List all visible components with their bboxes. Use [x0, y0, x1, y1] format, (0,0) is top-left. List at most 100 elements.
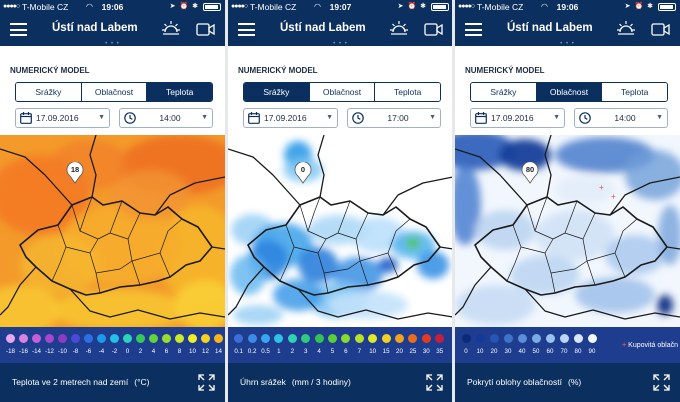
location-marker[interactable]: 18 — [66, 162, 84, 184]
hamburger-menu-icon[interactable] — [465, 23, 482, 36]
tab-srazky[interactable]: Srážky — [244, 83, 309, 101]
location-title[interactable]: Ústí nad Labem — [280, 22, 366, 34]
time-value: 17:00 — [387, 113, 409, 123]
clock-icon — [579, 112, 591, 124]
status-bar: ●●●●○ T-Mobile CZ ◠ 19:06 ➤ ⏰ ✱ — [0, 0, 225, 14]
fullscreen-icon[interactable] — [426, 374, 443, 391]
sun-weather-icon[interactable] — [390, 20, 408, 38]
section-title: NUMERICKÝ MODEL — [465, 66, 545, 75]
signal-icon: ●●●●○ — [458, 3, 475, 10]
map-field — [230, 141, 449, 325]
legend-value: 50 — [532, 348, 540, 355]
legend-value: 5 — [330, 348, 335, 355]
status-time: 19:06 — [556, 2, 579, 12]
calendar-icon — [20, 112, 32, 124]
hamburger-menu-icon[interactable] — [238, 23, 255, 36]
time-select[interactable]: 14:00 ▼ — [574, 108, 668, 128]
date-select[interactable]: 17.09.2016 ▼ — [15, 108, 110, 128]
legend-value: -2 — [111, 348, 118, 355]
page-dots-icon: • • • — [333, 41, 348, 47]
location-marker[interactable]: 80 — [521, 162, 539, 184]
legend-swatch — [123, 334, 132, 343]
forecast-map[interactable]: 0 — [228, 135, 453, 327]
video-camera-icon[interactable] — [651, 23, 670, 36]
legend-swatch — [201, 334, 210, 343]
legend-swatch — [149, 334, 158, 343]
tab-srazky[interactable]: Srážky — [471, 83, 536, 101]
location-title[interactable]: Ústí nad Labem — [52, 22, 138, 34]
date-select[interactable]: 17.09.2016 ▼ — [470, 108, 565, 128]
video-camera-icon[interactable] — [424, 23, 443, 36]
legend-swatch — [19, 334, 28, 343]
status-bar: ●●●●○ T-Mobile CZ ◠ 19:07 ➤ ⏰ ✱ — [228, 0, 453, 14]
model-tabs: Srážky Oblačnost Teplota — [243, 82, 441, 102]
fullscreen-icon[interactable] — [653, 374, 670, 391]
legend-value: 40 — [518, 348, 526, 355]
cumulus-legend-note: + Kupovitá oblačn — [622, 342, 678, 349]
legend-swatch — [136, 334, 145, 343]
legend-value: -18 — [6, 348, 15, 355]
tab-oblacnost[interactable]: Oblačnost — [535, 83, 602, 101]
tab-teplota[interactable]: Teplota — [374, 83, 440, 101]
legend-value: 1 — [277, 348, 281, 355]
legend-swatch — [545, 334, 555, 343]
map-caption: Pokrytí oblohy oblačností (%) — [467, 377, 581, 387]
fullscreen-icon[interactable] — [198, 374, 215, 391]
legend-swatch — [381, 334, 391, 343]
clock-icon — [124, 112, 136, 124]
tab-teplota[interactable]: Teplota — [146, 83, 212, 101]
legend-value: 10 — [189, 348, 196, 355]
legend-value: 20 — [396, 348, 403, 355]
forecast-map[interactable]: 18 — [0, 135, 225, 327]
map-footer: Úhrn srážek (mm / 3 hodiny) — [228, 363, 453, 402]
sun-weather-icon[interactable] — [617, 20, 635, 38]
legend-swatch — [261, 334, 270, 343]
location-marker[interactable]: 0 — [294, 162, 312, 184]
legend-swatch — [110, 334, 119, 343]
legend-value: 60 — [546, 348, 554, 355]
caption-text: Úhrn srážek — [240, 377, 286, 387]
marker-value: 80 — [525, 165, 535, 174]
page-dots-icon: • • • — [560, 41, 575, 47]
app-header: Ústí nad Labem • • • — [0, 14, 225, 47]
legend-swatch — [461, 334, 471, 343]
legend-value: 0.5 — [261, 348, 270, 355]
battery-icon — [658, 3, 676, 11]
date-select[interactable]: 17.09.2016 ▼ — [243, 108, 338, 128]
legend-swatch — [341, 334, 351, 343]
map-footer: Pokrytí oblohy oblačností (%) — [455, 363, 680, 402]
signal-icon: ●●●●○ — [231, 3, 248, 10]
location-title[interactable]: Ústí nad Labem — [507, 22, 593, 34]
tab-teplota[interactable]: Teplota — [601, 83, 667, 101]
legend-value: 25 — [409, 348, 417, 355]
legend-value: 4 — [317, 348, 321, 355]
border-lines — [228, 135, 453, 320]
tab-oblacnost[interactable]: Oblačnost — [80, 83, 147, 101]
legend-swatch — [287, 334, 297, 343]
hamburger-menu-icon[interactable] — [10, 23, 27, 36]
legend-value: 2 — [290, 348, 295, 355]
legend-value: 0 — [464, 348, 468, 355]
marker-value: 18 — [70, 165, 80, 174]
phone-screen-cloud-cover: ●●●●○ T-Mobile CZ ◠ 19:06 ➤ ⏰ ✱ Ústí nad… — [455, 0, 680, 402]
time-select[interactable]: 14:00 ▼ — [119, 108, 213, 128]
forecast-map[interactable]: + +80 — [455, 135, 680, 327]
caption-unit: (%) — [567, 377, 582, 387]
tab-oblacnost[interactable]: Oblačnost — [308, 83, 375, 101]
time-select[interactable]: 17:00 ▼ — [347, 108, 441, 128]
carrier-label: T-Mobile CZ — [22, 2, 69, 12]
tab-srazky[interactable]: Srážky — [16, 83, 81, 101]
legend-swatch — [503, 334, 513, 343]
legend-swatch — [71, 334, 80, 343]
video-camera-icon[interactable] — [196, 23, 215, 36]
chevron-down-icon: ▼ — [656, 114, 663, 121]
legend-value: -10 — [58, 348, 67, 355]
page-dots-icon: • • • — [105, 41, 120, 47]
sun-weather-icon[interactable] — [162, 20, 180, 38]
system-icons: ➤ ⏰ ✱ — [624, 3, 654, 10]
legend-value: -12 — [45, 348, 54, 355]
legend-swatch — [84, 334, 93, 343]
legend-swatch — [6, 334, 15, 343]
map-canvas — [228, 135, 453, 327]
status-bar: ●●●●○ T-Mobile CZ ◠ 19:06 ➤ ⏰ ✱ — [455, 0, 680, 14]
